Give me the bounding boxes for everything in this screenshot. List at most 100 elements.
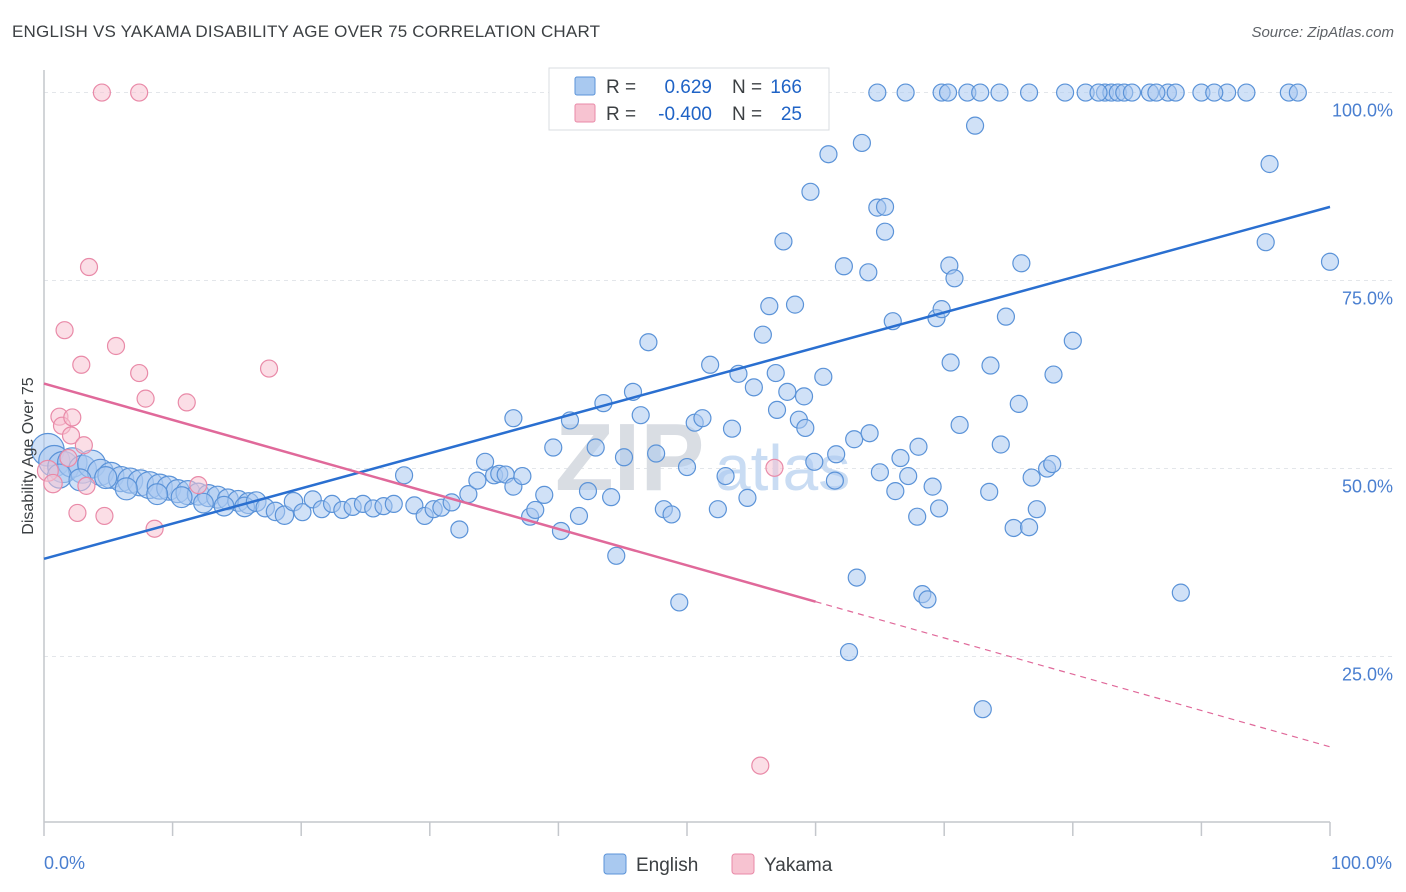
english-point [819,145,838,164]
english-point [991,435,1010,454]
legend-swatch-english [574,76,596,96]
series-legend: English Yakama [603,853,833,876]
english-point [607,546,626,565]
yakama-point [77,476,96,495]
english-point [1027,500,1046,519]
english-point [602,488,621,507]
yakama-point [43,473,63,494]
yakama-point [130,363,149,383]
english-point [569,506,589,526]
chart-title: ENGLISH VS YAKAMA DISABILITY AGE OVER 75… [12,22,601,41]
english-point [504,409,523,428]
yakama-point [74,436,93,455]
english-trend-line [43,205,1331,561]
yakama-point [136,389,155,408]
legend-box [548,67,830,131]
legend-n-label-yakama: N = [732,104,762,125]
yakama-point [189,476,208,495]
english-point [716,466,735,486]
english-point [1022,468,1041,487]
y-tick-label: 50.0% [1342,477,1393,497]
english-point [670,593,689,612]
english-point [578,482,598,501]
english-point [1166,83,1185,102]
english-point [868,83,887,102]
english-point [586,438,605,457]
english-point [1009,394,1028,413]
yakama-point [751,756,770,775]
english-point [738,488,757,507]
english-point [744,378,763,397]
english-point [971,83,990,102]
english-point [693,409,712,428]
x-tick-label-max: 100.0% [1331,853,1392,873]
y-tick-label: 100.0% [1332,101,1393,121]
english-point [805,452,824,471]
english-point [875,197,895,216]
english-point [766,363,785,383]
y-axis-title: Disability Age Over 75 [20,377,37,535]
english-point [860,424,879,443]
english-point [1063,331,1082,350]
yakama-point [177,393,196,412]
legend-n-value-yakama: 25 [781,104,802,125]
english-point [760,297,779,316]
correlation-legend: R = 0.629 N = 166 R = -0.400 N = 25 [548,67,830,131]
english-point [981,356,1000,375]
english-point [801,182,820,201]
english-point [825,471,844,490]
yakama-point [72,355,91,374]
english-point [1171,583,1190,602]
english-point [834,257,853,276]
english-point [796,418,815,438]
english-point [708,500,727,519]
x-tick-label-min: 0.0% [44,853,85,873]
yakama-point [61,426,81,445]
english-point [213,495,235,517]
english-point [996,307,1016,326]
legend-r-label-english: R = [606,77,636,98]
y-tick-label: 25.0% [1342,665,1393,685]
english-point [114,477,138,501]
english-point [918,590,937,609]
bottom-legend-label-yakama: Yakama [764,855,833,876]
english-point [193,492,214,514]
bottom-legend-swatch-yakama [731,853,755,875]
yakama-point [106,336,126,356]
legend-r-value-english: 0.629 [664,77,712,98]
english-point [945,269,964,288]
bottom-legend-label-english: English [636,855,698,876]
english-point [785,295,805,314]
english-point [896,83,915,102]
english-point [468,471,487,490]
yakama-point [68,503,87,523]
english-point [639,333,658,352]
english-point [923,477,942,496]
english-point [535,485,554,504]
english-point [929,499,949,518]
english-point [899,466,918,486]
english-point [886,482,905,501]
english-point [1147,83,1166,102]
yakama-point [92,83,111,102]
english-point [938,83,958,102]
english-point [950,415,969,435]
legend-n-value-english: 166 [770,77,802,98]
english-point [767,400,787,420]
english-point [662,505,681,524]
chart-source: Source: ZipAtlas.com [1251,24,1394,41]
english-point [647,444,666,463]
english-point [394,466,414,485]
english-point [827,445,846,464]
english-point [1288,83,1307,102]
english-point [1019,518,1039,537]
english-point [908,507,927,526]
yakama-trend-extension [815,601,1331,748]
english-point [544,438,563,457]
english-point [513,466,532,486]
legend-r-value-yakama: -0.400 [658,104,712,125]
english-point [1055,83,1075,102]
english-point [614,448,634,467]
english-point [1089,83,1108,102]
english-point [973,700,992,719]
